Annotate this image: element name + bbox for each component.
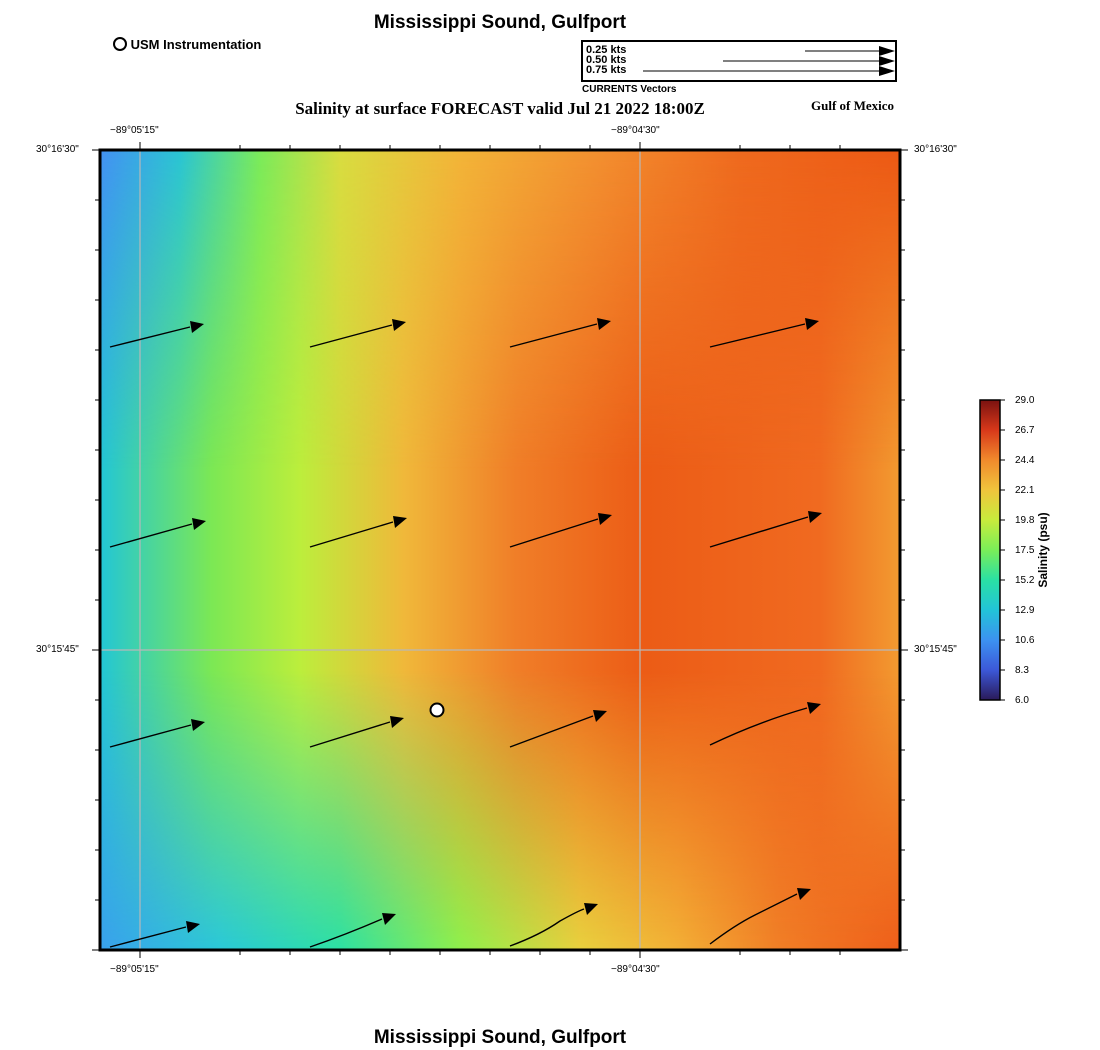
arrowhead-icon	[392, 319, 406, 331]
legend-arrowhead-icon	[879, 66, 895, 76]
arrowhead-icon	[584, 903, 598, 915]
salinity-colorbar	[979, 399, 1005, 701]
lon-tick-bottom: −89°05'15"	[110, 964, 159, 975]
station-marker-icon	[113, 37, 127, 51]
colorbar-tick-label: 10.6	[1015, 635, 1035, 646]
salinity-map	[92, 142, 908, 958]
colorbar-label: Salinity (psu)	[1036, 512, 1050, 588]
current-vector	[709, 323, 806, 348]
lat-tick-left: 30°15'45"	[36, 644, 79, 655]
usm-station-marker	[429, 702, 445, 718]
colorbar-tick-label: 17.5	[1015, 545, 1035, 556]
colorbar-scale	[979, 399, 1001, 701]
arrowhead-icon	[598, 513, 612, 525]
colorbar-tick-label: 19.8	[1015, 515, 1035, 526]
arrowhead-icon	[186, 921, 200, 933]
current-vector	[109, 326, 191, 348]
current-vector	[309, 521, 394, 548]
vector-legend-arrows	[643, 46, 895, 76]
map-title: Mississippi Sound, Gulfport	[373, 12, 627, 33]
arrowhead-icon	[393, 516, 407, 528]
current-vector	[509, 908, 585, 947]
arrowhead-icon	[797, 888, 811, 900]
lat-tick-right: 30°15'45"	[914, 644, 957, 655]
map-subtitle: Salinity at surface FORECAST valid Jul 2…	[295, 99, 705, 118]
arrowhead-icon	[597, 318, 611, 330]
current-vector-heads	[186, 318, 822, 933]
vector-legend: 0.25 kts 0.50 kts 0.75 kts	[581, 40, 897, 82]
vector-legend-caption: CURRENTS Vectors	[582, 84, 677, 95]
arrowhead-icon	[805, 318, 819, 330]
lat-tick-left: 30°16'30"	[36, 144, 79, 155]
current-vector	[709, 893, 798, 945]
vector-legend-entry: 0.75 kts	[586, 64, 627, 76]
current-vector	[309, 324, 393, 348]
colorbar-tick-label: 15.2	[1015, 575, 1035, 586]
frame-ticks	[92, 142, 908, 958]
vector-legend-entry: 0.50 kts	[586, 54, 627, 66]
arrowhead-icon	[382, 913, 396, 925]
region-label: Gulf of Mexico	[811, 98, 895, 113]
instrumentation-legend: USM Instrumentation	[113, 37, 261, 52]
current-vectors	[109, 323, 809, 948]
current-vector	[709, 516, 809, 548]
lon-tick-top: −89°05'15"	[110, 125, 159, 136]
lon-tick-top: −89°04'30"	[611, 125, 660, 136]
lat-tick-right: 30°16'30"	[914, 144, 957, 155]
current-vector	[509, 715, 594, 748]
arrowhead-icon	[593, 710, 607, 722]
colorbar-tick-label: 29.0	[1015, 395, 1035, 406]
current-vector	[509, 518, 599, 548]
map-gridlines	[100, 150, 900, 950]
arrowhead-icon	[390, 716, 404, 728]
colorbar-tick-label: 12.9	[1015, 605, 1035, 616]
arrowhead-icon	[808, 511, 822, 523]
salinity-field-bottom	[100, 150, 900, 950]
colorbar-tick-label: 26.7	[1015, 425, 1035, 436]
arrowhead-icon	[190, 321, 204, 333]
current-vector	[109, 724, 192, 748]
colorbar-tick-label: 8.3	[1015, 665, 1029, 676]
arrowhead-icon	[192, 518, 206, 530]
arrowhead-icon	[191, 719, 205, 731]
colorbar-tick-label: 22.1	[1015, 485, 1035, 496]
colorbar-tick-label: 24.4	[1015, 455, 1035, 466]
legend-arrowhead-icon	[879, 56, 895, 66]
current-vector	[109, 523, 193, 548]
instrumentation-label: USM Instrumentation	[130, 37, 262, 52]
current-vector	[309, 918, 383, 948]
current-vector	[109, 926, 187, 948]
arrowhead-icon	[807, 702, 821, 714]
lon-tick-bottom: −89°04'30"	[611, 964, 660, 975]
colorbar-ticks	[1000, 399, 1005, 701]
footer-title: Mississippi Sound, Gulfport	[373, 1027, 627, 1048]
current-vector	[309, 721, 391, 748]
colorbar-tick-label: 6.0	[1015, 695, 1029, 706]
current-vector	[509, 323, 598, 348]
legend-arrowhead-icon	[879, 46, 895, 56]
vector-legend-entry: 0.25 kts	[586, 44, 627, 56]
current-vector	[709, 707, 808, 746]
